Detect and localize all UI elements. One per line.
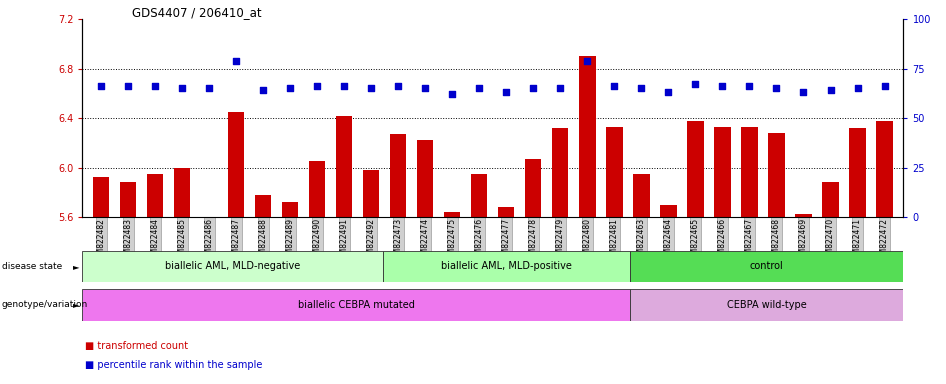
Point <box>877 83 892 89</box>
Point <box>580 58 595 64</box>
Point <box>688 81 703 88</box>
Point <box>418 85 433 91</box>
Point <box>796 89 811 96</box>
Bar <box>796 215 812 217</box>
Bar <box>82 251 383 282</box>
Bar <box>471 174 487 217</box>
Bar <box>82 289 630 321</box>
Bar <box>390 134 407 217</box>
Point <box>769 85 784 91</box>
Bar <box>630 251 903 282</box>
Bar <box>363 170 379 217</box>
Text: biallelic AML, MLD-positive: biallelic AML, MLD-positive <box>441 262 572 271</box>
Text: GDS4407 / 206410_at: GDS4407 / 206410_at <box>132 7 262 20</box>
Bar <box>579 56 595 217</box>
Bar <box>688 121 704 217</box>
Bar <box>282 202 298 217</box>
Point <box>283 85 298 91</box>
Bar <box>850 128 866 217</box>
Point <box>499 89 514 96</box>
Text: ►: ► <box>73 300 79 310</box>
Bar <box>552 128 569 217</box>
Bar <box>120 182 136 217</box>
Point <box>309 83 324 89</box>
Bar <box>383 251 630 282</box>
Bar <box>525 159 541 217</box>
Text: ►: ► <box>73 262 79 271</box>
Point <box>552 85 568 91</box>
Point <box>201 85 217 91</box>
Text: biallelic AML, MLD-negative: biallelic AML, MLD-negative <box>166 262 301 271</box>
Point <box>823 87 838 93</box>
Point <box>634 85 649 91</box>
Bar <box>633 174 650 217</box>
Text: ■ transformed count: ■ transformed count <box>85 341 188 351</box>
Text: ■ percentile rank within the sample: ■ percentile rank within the sample <box>85 360 262 370</box>
Bar <box>255 195 272 217</box>
Bar <box>630 289 903 321</box>
Point <box>148 83 163 89</box>
Bar <box>499 207 515 217</box>
Bar <box>606 127 622 217</box>
Bar <box>768 133 784 217</box>
Point <box>255 87 271 93</box>
Text: genotype/variation: genotype/variation <box>2 300 88 310</box>
Point <box>742 83 757 89</box>
Text: biallelic CEBPA mutated: biallelic CEBPA mutated <box>298 300 414 310</box>
Text: disease state: disease state <box>2 262 62 271</box>
Bar <box>174 167 190 217</box>
Bar <box>93 177 110 217</box>
Point <box>364 85 379 91</box>
Bar <box>876 121 893 217</box>
Point <box>850 85 865 91</box>
Bar <box>201 217 218 223</box>
Point <box>391 83 406 89</box>
Point <box>445 91 460 98</box>
Point <box>606 83 622 89</box>
Bar <box>336 116 353 217</box>
Bar <box>822 182 838 217</box>
Bar <box>228 112 244 217</box>
Point <box>472 85 487 91</box>
Bar <box>309 161 325 217</box>
Point <box>121 83 136 89</box>
Point <box>94 83 109 89</box>
Point <box>175 85 190 91</box>
Point <box>715 83 730 89</box>
Text: CEBPA wild-type: CEBPA wild-type <box>727 300 806 310</box>
Bar <box>417 140 433 217</box>
Point <box>526 85 541 91</box>
Bar <box>742 127 758 217</box>
Bar <box>445 212 461 217</box>
Bar <box>714 127 730 217</box>
Point <box>661 89 676 96</box>
Text: control: control <box>749 262 783 271</box>
Point <box>229 58 244 64</box>
Bar <box>660 205 676 217</box>
Point <box>337 83 352 89</box>
Bar <box>148 174 164 217</box>
